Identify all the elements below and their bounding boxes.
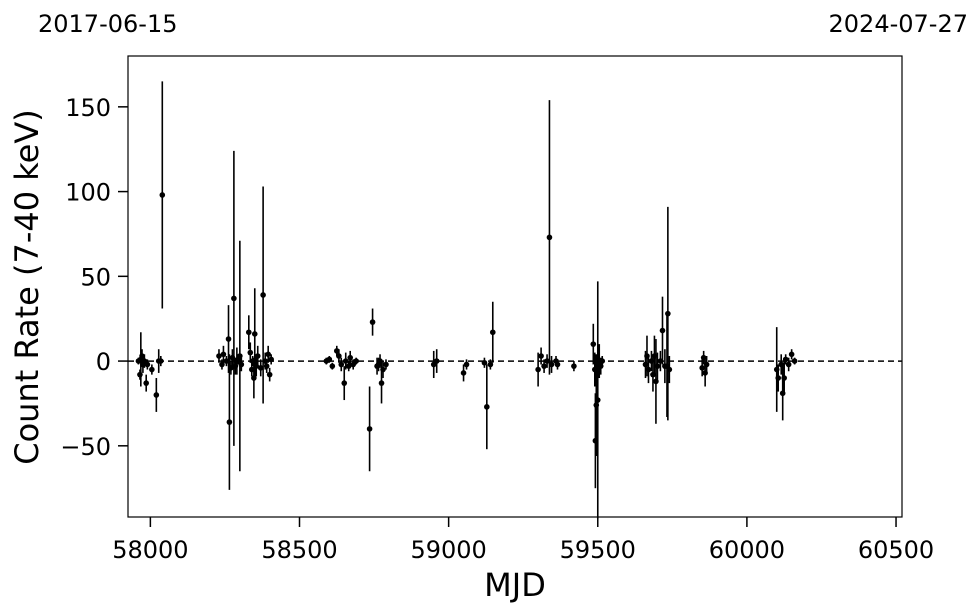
data-point [484, 404, 490, 410]
y-tick-label: 50 [80, 263, 111, 291]
top-left-date: 2017-06-15 [38, 10, 177, 38]
data-point [137, 371, 143, 378]
data-point [369, 319, 376, 325]
data-point [665, 310, 671, 317]
data-point [489, 329, 496, 336]
data-point [254, 353, 261, 359]
data-point [251, 331, 258, 337]
data-point [265, 351, 271, 358]
data-point [225, 336, 232, 342]
data-point [158, 358, 164, 364]
data-point [383, 361, 389, 368]
x-tick-label: 58500 [261, 536, 337, 564]
data-point [143, 380, 149, 386]
data-point [590, 341, 597, 347]
data-point [781, 375, 787, 381]
data-point [377, 358, 383, 364]
data-point [260, 292, 266, 298]
data-point [247, 349, 254, 356]
data-point [268, 356, 274, 363]
data-point [546, 234, 553, 241]
data-point [266, 371, 273, 378]
x-tick-label: 58000 [112, 536, 188, 564]
data-point [338, 361, 345, 368]
data-point [238, 361, 245, 368]
data-point [538, 353, 544, 359]
data-point [159, 192, 166, 198]
data-point [782, 356, 789, 363]
x-axis: 58000 58500 59000 59500 60000 60500 [112, 517, 934, 564]
data-point [153, 392, 160, 398]
data-point [599, 358, 606, 364]
data-point [219, 361, 225, 368]
data-point [433, 358, 440, 364]
data-point [342, 358, 349, 364]
data-point [463, 361, 470, 368]
data-point [347, 354, 354, 361]
data-point [245, 329, 252, 336]
data-point [460, 370, 467, 376]
data-point [700, 354, 707, 361]
data-point [775, 375, 782, 381]
data-point [228, 365, 234, 371]
data-point [329, 363, 336, 369]
data-point [326, 356, 333, 363]
x-axis-title: MJD [484, 566, 546, 604]
data-point [353, 358, 359, 364]
data-point [666, 366, 673, 373]
top-right-date: 2024-07-27 [829, 10, 968, 38]
data-point [380, 366, 386, 373]
data-point [541, 363, 547, 369]
data-point [257, 365, 264, 371]
data-point [366, 426, 373, 432]
x-tick-label: 59000 [410, 536, 486, 564]
data-point [481, 359, 488, 366]
data-point [336, 353, 342, 359]
data-point [548, 361, 555, 368]
data-point [778, 361, 785, 368]
y-tick-label: −50 [60, 433, 111, 461]
y-tick-label: 100 [65, 179, 111, 207]
data-point [487, 361, 494, 368]
data-point [226, 419, 233, 425]
data-point [791, 358, 798, 364]
data-point [594, 397, 601, 403]
data-point [785, 361, 792, 368]
data-point [659, 327, 666, 334]
x-tick-label: 60500 [858, 536, 934, 564]
y-tick-label: 0 [96, 348, 111, 376]
data-point [654, 363, 661, 369]
y-axis-title: Count Rate (7-40 keV) [8, 109, 46, 464]
data-point [237, 353, 243, 359]
data-point [263, 363, 270, 369]
data-point [220, 351, 227, 358]
data-point [788, 351, 795, 358]
data-point [378, 380, 385, 386]
x-tick-label: 60000 [709, 536, 785, 564]
data-point [653, 378, 659, 385]
data-points [135, 81, 798, 519]
plot-area [127, 55, 903, 518]
data-point [703, 361, 710, 368]
data-point [231, 295, 237, 302]
data-point [535, 366, 541, 373]
data-point [544, 358, 550, 364]
x-tick-label: 59500 [560, 536, 636, 564]
data-point [571, 363, 577, 369]
data-point [345, 363, 352, 369]
data-point [645, 366, 652, 373]
y-tick-label: 150 [65, 94, 111, 122]
data-point [216, 353, 222, 359]
data-point [341, 380, 348, 386]
data-point [149, 366, 155, 373]
data-point [699, 365, 705, 371]
data-point [144, 361, 151, 368]
y-axis: −50 0 50 100 150 [60, 94, 128, 461]
data-point [554, 361, 561, 368]
